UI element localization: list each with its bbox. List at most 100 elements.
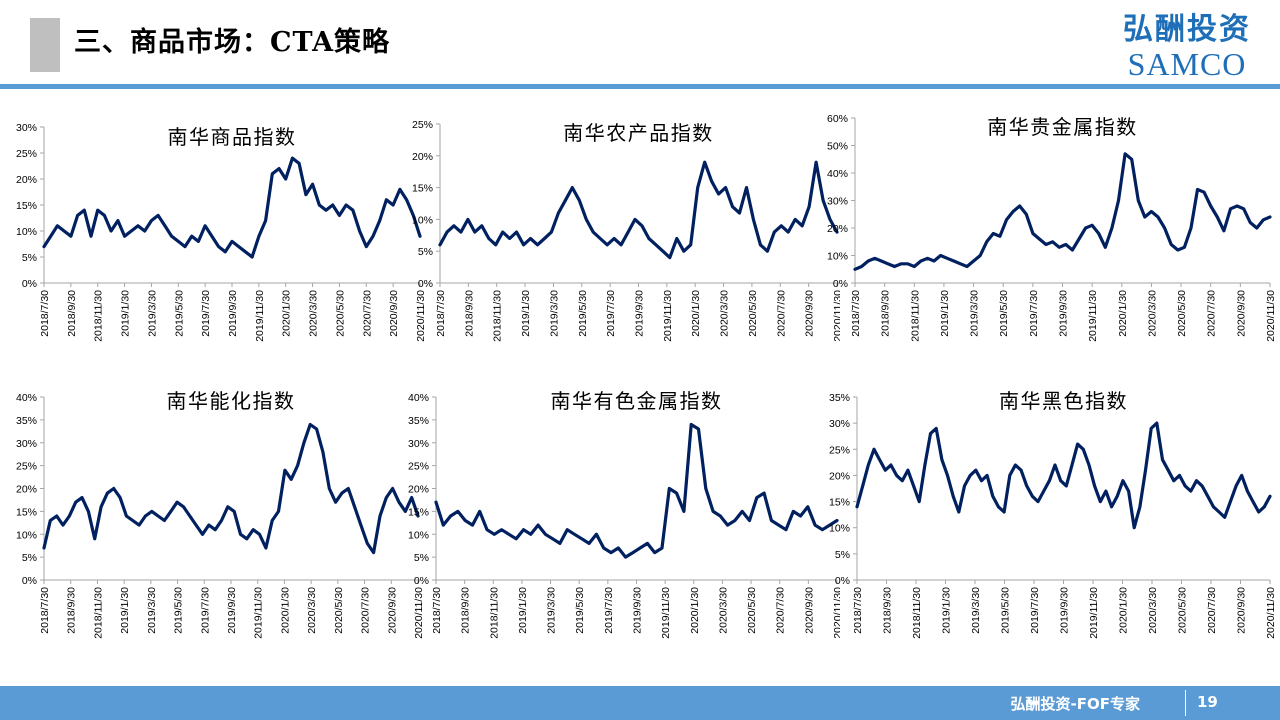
x-tick-label: 2020/9/30 [803,587,815,634]
y-tick-label: 30% [16,438,37,450]
x-tick-label: 2020/3/30 [717,587,729,634]
x-tick-label: 2020/7/30 [360,587,372,634]
x-tick-label: 2019/1/30 [939,290,951,337]
footer-text: 弘酬投资-FOF专家 [1010,695,1140,713]
header-divider [0,84,1280,89]
y-tick-label: 35% [408,415,429,427]
x-tick-label: 2020/11/30 [832,587,840,639]
x-tick-label: 2019/5/30 [173,587,185,634]
x-tick-label: 2018/9/30 [66,587,78,634]
x-tick-label: 2019/5/30 [577,290,589,337]
y-tick-label: 25% [408,461,429,473]
x-tick-label: 2020/5/30 [334,290,346,337]
y-tick-label: 35% [829,392,850,404]
x-tick-label: 2020/11/30 [1265,587,1277,639]
x-tick-label: 2020/7/30 [1206,290,1218,337]
x-tick-label: 2019/5/30 [173,290,185,337]
y-tick-label: 15% [16,506,37,518]
x-tick-label: 2018/7/30 [435,290,447,337]
y-tick-label: 20% [408,484,429,496]
x-tick-label: 2020/7/30 [775,587,787,634]
x-tick-label: 2020/9/30 [1235,290,1247,337]
chart-nanhua-nonferrous: 南华有色金属指数 0% 5% 10% 15% 20% 25% 30% 35% 40% 2018/7/… [400,388,840,678]
x-tick-label: 2018/11/30 [492,290,504,342]
y-tick-label: 20% [829,470,850,482]
y-tick-label: 25% [829,444,850,456]
x-tick-label: 2019/9/30 [1058,290,1070,337]
y-tick-label: 40% [16,392,37,404]
y-tick-label: 10% [16,226,37,238]
x-tick-label: 2018/11/30 [909,290,921,342]
y-tick-label: 30% [16,122,37,134]
x-tick-label: 2019/7/30 [605,290,617,337]
chart-nanhua-ferrous: 南华黑色指数 0% 5% 10% 15% 20% 25% 30% 35% 2018/7/30 201… [815,388,1280,678]
x-tick-label: 2018/7/30 [431,587,443,634]
y-tick-label: 10% [408,529,429,541]
chart-nanhua-agricultural: 南华农产品指数 0% 5% 10% 15% 20% 25% 2018/7/30 2018/9/3… [400,90,840,370]
x-tick-label: 2020/11/30 [415,290,427,342]
x-tick-label: 2018/9/30 [882,587,894,634]
x-tick-label: 2019/9/30 [226,587,238,634]
x-tick-label: 2019/7/30 [603,587,615,634]
x-tick-label: 2020/7/30 [1206,587,1218,634]
x-tick-label: 2019/3/30 [146,587,158,634]
company-logo: 弘酬投资 SAMCO [1112,12,1262,80]
chart-nanhua-commodity: 南华商品指数 0% 5% 10% 15% 20% 25% 30% 2018/7/30 2018/9… [0,90,430,370]
y-tick-label: 20% [16,484,37,496]
y-tick-label: 0% [22,575,37,587]
x-tick-label: 2019/3/30 [546,587,558,634]
x-tick-label: 2020/5/30 [747,290,759,337]
x-tick-label: 2019/3/30 [970,587,982,634]
x-tick-label: 2020/11/30 [832,290,840,342]
x-tick-label: 2018/7/30 [39,290,51,337]
x-tick-label: 2020/9/30 [1236,587,1248,634]
x-tick-label: 2018/11/30 [93,290,105,342]
footer-bar: 弘酬投资-FOF专家 19 [0,686,1280,720]
x-tick-label: 2019/7/30 [199,587,211,634]
x-tick-label: 2019/9/30 [634,290,646,337]
x-tick-label: 2020/3/30 [1146,290,1158,337]
y-tick-label: 40% [408,392,429,404]
page-title: 三、商品市场：CTA策略 [74,27,391,58]
y-tick-label: 0% [22,278,37,290]
x-tick-label: 2019/3/30 [969,290,981,337]
x-tick-label: 2020/1/30 [279,587,291,634]
y-tick-label: 10% [829,523,850,535]
x-tick-label: 2020/1/30 [1118,587,1130,634]
x-tick-label: 2019/9/30 [632,587,644,634]
x-tick-label: 2018/11/30 [488,587,500,639]
y-tick-label: 30% [827,196,848,208]
series-line [434,422,839,559]
title-accent-block [30,18,60,72]
x-tick-label: 2019/1/30 [520,290,532,337]
chart-svg: 南华能化指数 0% 5% 10% 15% 20% 25% 30% 35% 40% 2018/7/30… [16,389,425,639]
x-tick-label: 2020/3/30 [306,587,318,634]
x-tick-label: 2019/5/30 [1000,587,1012,634]
y-tick-label: 15% [16,200,37,212]
x-tick-label: 2020/5/30 [746,587,758,634]
y-tick-label: 40% [827,168,848,180]
x-tick-label: 2018/9/30 [463,290,475,337]
x-tick-label: 2019/7/30 [1028,290,1040,337]
y-tick-label: 10% [16,529,37,541]
y-tick-label: 15% [829,497,850,509]
logo-chinese: 弘酬投资 [1123,12,1251,47]
x-tick-label: 2019/11/30 [253,587,265,639]
chart-svg: 南华农产品指数 0% 5% 10% 15% 20% 25% 2018/7/30 2018/9/3… [412,119,840,342]
x-tick-label: 2018/7/30 [852,587,864,634]
x-tick-label: 2019/11/30 [254,290,266,342]
y-tick-label: 20% [16,174,37,186]
x-tick-label: 2020/11/30 [413,587,425,639]
chart-title: 南华农产品指数 [563,121,714,145]
y-tick-label: 0% [418,278,433,290]
x-tick-label: 2019/1/30 [119,587,131,634]
footer-separator [1185,690,1186,716]
x-tick-label: 2019/11/30 [1087,290,1099,342]
x-tick-label: 2020/5/30 [1176,290,1188,337]
page-number: 19 [1197,693,1218,711]
y-tick-label: 0% [414,575,429,587]
y-tick-label: 5% [22,252,37,264]
x-tick-label: 2019/5/30 [998,290,1010,337]
x-tick-label: 2020/3/30 [1147,587,1159,634]
y-tick-label: 35% [16,415,37,427]
